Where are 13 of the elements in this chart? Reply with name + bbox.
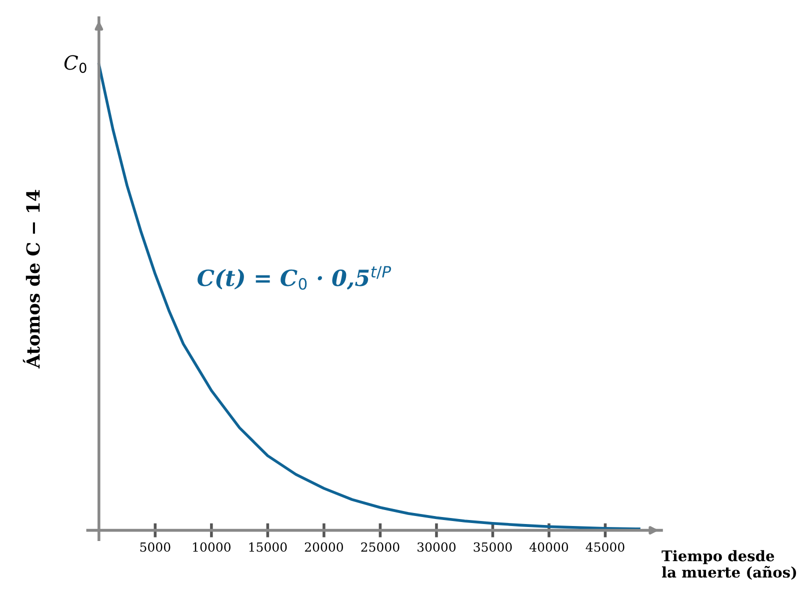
- x-tick-label: 15000: [249, 542, 287, 552]
- x-axis-title: Tiempo desde la muerte (años): [662, 550, 796, 580]
- x-tick-label: 40000: [529, 542, 568, 552]
- x-tick-label: 45000: [586, 542, 624, 552]
- annotation: C(t) = C$_{0}$ · 0,5$^{t/P}$: [198, 266, 392, 290]
- x-tick-label: 5000: [140, 542, 170, 552]
- y-axis-title: Átomos de C − 14: [22, 190, 40, 368]
- x-tick-label: 10000: [193, 542, 230, 552]
- x-tick-label: 25000: [361, 542, 400, 552]
- x-tick-label: 30000: [418, 542, 456, 552]
- x-tick-label: 20000: [304, 542, 344, 552]
- x-tick-label: 35000: [474, 542, 512, 552]
- annotation: C$_{0}$: [64, 55, 86, 73]
